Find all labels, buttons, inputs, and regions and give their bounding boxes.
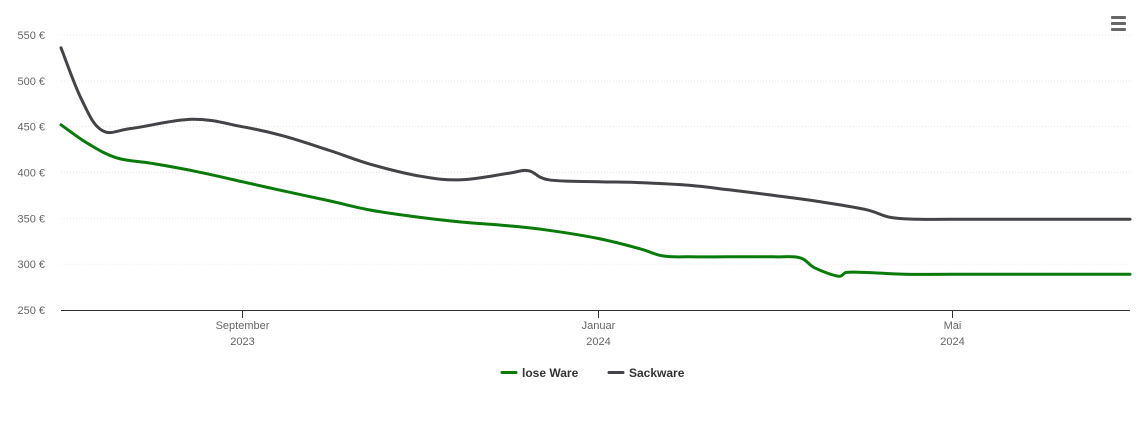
y-tick-label: 500 € bbox=[17, 76, 45, 88]
y-axis: 550 € 500 € 450 € 400 € 350 € 300 € 250 € bbox=[17, 30, 45, 317]
y-tick-label: 250 € bbox=[17, 305, 45, 317]
x-axis: September 2023 Januar 2024 Mai 2024 bbox=[61, 310, 1130, 348]
legend-item-lose-ware[interactable]: lose Ware bbox=[500, 366, 579, 380]
series-layer bbox=[59, 46, 1132, 278]
y-tick-label: 400 € bbox=[17, 168, 45, 180]
y-tick-label: 550 € bbox=[17, 30, 45, 42]
x-tick-label: Januar bbox=[582, 320, 616, 332]
x-tick-year-label: 2024 bbox=[586, 336, 610, 348]
x-tick-year-label: 2024 bbox=[940, 336, 964, 348]
series-line-sackware bbox=[59, 46, 1132, 221]
menu-bar bbox=[1111, 22, 1126, 25]
series-line-lose-ware bbox=[59, 123, 1132, 278]
menu-bar bbox=[1111, 28, 1126, 31]
y-tick-label: 300 € bbox=[17, 259, 45, 271]
x-tick-label: Mai bbox=[944, 320, 962, 332]
x-tick-label: September bbox=[216, 320, 270, 332]
legend-label: Sackware bbox=[629, 366, 685, 380]
menu-bar bbox=[1111, 16, 1126, 19]
gridlines bbox=[61, 34, 1130, 265]
y-tick-label: 350 € bbox=[17, 213, 45, 225]
hamburger-menu-icon[interactable] bbox=[1108, 12, 1128, 32]
legend-item-sackware[interactable]: Sackware bbox=[607, 366, 685, 380]
legend[interactable]: lose Ware Sackware bbox=[500, 366, 685, 380]
y-tick-label: 450 € bbox=[17, 122, 45, 134]
legend-label: lose Ware bbox=[522, 366, 579, 380]
x-tick-year-label: 2023 bbox=[230, 336, 254, 348]
